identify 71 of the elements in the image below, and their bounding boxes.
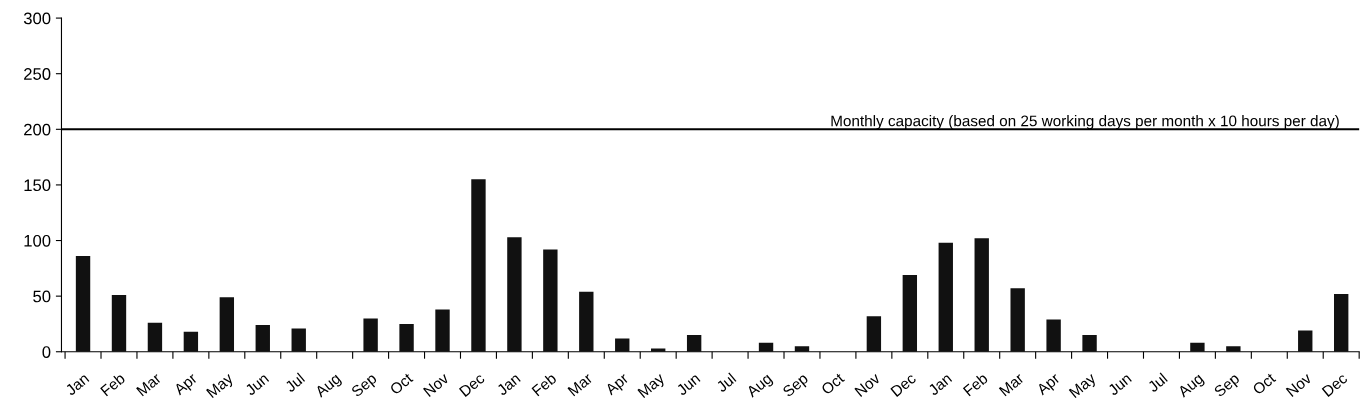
- y-tick-label: 300: [23, 12, 51, 25]
- x-tick-label: Apr: [173, 372, 200, 398]
- x-tick-label: Aug: [314, 372, 344, 401]
- x-tick-label: May: [637, 372, 668, 401]
- x-tick-label: Feb: [962, 372, 989, 397]
- x-tick-label: May: [1068, 372, 1099, 401]
- x-tick-label: Aug: [1176, 372, 1206, 401]
- bar: [1334, 293, 1349, 352]
- x-tick-label: Aug: [745, 372, 775, 401]
- bar: [507, 237, 522, 352]
- bar: [686, 335, 702, 352]
- bar: [291, 328, 306, 352]
- x-tick-label: Oct: [389, 372, 414, 396]
- bar: [1226, 346, 1241, 352]
- x-tick-label: May: [206, 372, 236, 401]
- bar: [1082, 335, 1097, 352]
- x-tick-label: Sep: [1213, 372, 1243, 400]
- y-tick-label: 200: [24, 123, 51, 136]
- bar: [111, 295, 127, 352]
- x-tick-label: Jun: [244, 372, 270, 397]
- bar: [75, 256, 91, 352]
- x-tick-label: Jul: [283, 372, 306, 393]
- bar: [1010, 288, 1025, 352]
- y-tick-label: 100: [24, 234, 51, 247]
- x-tick-label: Jan: [64, 372, 90, 397]
- bar: [399, 323, 414, 352]
- x-tick-label: Nov: [854, 372, 882, 398]
- bar: [471, 179, 486, 352]
- bar: [938, 242, 953, 352]
- x-tick-label: Mar: [998, 372, 1025, 397]
- y-tick-label: 150: [24, 179, 51, 192]
- x-tick-label: Dec: [1321, 372, 1349, 398]
- x-tick-label: Apr: [1035, 372, 1063, 398]
- bar: [543, 249, 558, 352]
- y-tick-label: 250: [24, 68, 51, 80]
- x-tick-label: Jun: [1107, 372, 1132, 397]
- x-tick-label: Nov: [423, 372, 450, 398]
- x-tick-label: Oct: [1251, 372, 1277, 396]
- bar: [147, 322, 163, 352]
- bar: [974, 238, 989, 352]
- x-tick-label: Jun: [675, 372, 701, 397]
- bar: [219, 297, 235, 352]
- y-tick-label: 50: [33, 290, 51, 303]
- bar: [1046, 319, 1061, 352]
- x-tick-label: Jan: [496, 372, 521, 397]
- bar: [902, 275, 918, 352]
- x-tick-label: Apr: [604, 372, 632, 398]
- bar: [579, 291, 594, 352]
- bar: [866, 316, 882, 352]
- x-tick-label: Jul: [1146, 372, 1168, 393]
- x-tick-label: Jul: [715, 372, 737, 393]
- x-tick-label: Feb: [531, 372, 558, 397]
- x-tick-label: Nov: [1285, 372, 1313, 398]
- x-tick-label: Sep: [781, 372, 811, 400]
- bar: [255, 325, 270, 352]
- x-tick-label: Jan: [927, 372, 953, 397]
- ref-line-label: Monthly capacity (based on 25 working days per month x 10 hours per day): [831, 115, 1339, 130]
- bar: [615, 338, 630, 352]
- x-tick-label: Dec: [890, 372, 917, 398]
- x-tick-label: Mar: [136, 372, 162, 397]
- x-tick-label: Sep: [350, 372, 380, 400]
- bar: [435, 309, 450, 352]
- x-tick-label: Oct: [820, 372, 846, 396]
- bar: [183, 331, 199, 352]
- x-tick-label: Mar: [567, 372, 594, 397]
- x-tick-label: Feb: [99, 372, 126, 397]
- bar: [1190, 342, 1205, 352]
- bar: [1298, 330, 1313, 352]
- x-tick-label: Dec: [458, 372, 486, 398]
- bar: [363, 318, 378, 352]
- y-tick-label: 0: [42, 346, 51, 358]
